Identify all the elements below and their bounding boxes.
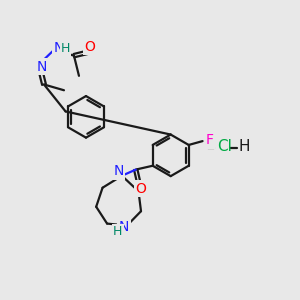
Text: N: N xyxy=(114,164,124,178)
Text: H: H xyxy=(113,225,122,238)
Text: Cl: Cl xyxy=(217,140,232,154)
Text: N: N xyxy=(37,60,47,74)
Text: N: N xyxy=(119,220,129,234)
Text: H: H xyxy=(238,140,250,154)
Text: H: H xyxy=(61,42,70,55)
Text: O: O xyxy=(135,182,146,196)
Text: N: N xyxy=(53,41,64,56)
Text: F: F xyxy=(206,133,214,147)
Text: O: O xyxy=(84,40,95,54)
